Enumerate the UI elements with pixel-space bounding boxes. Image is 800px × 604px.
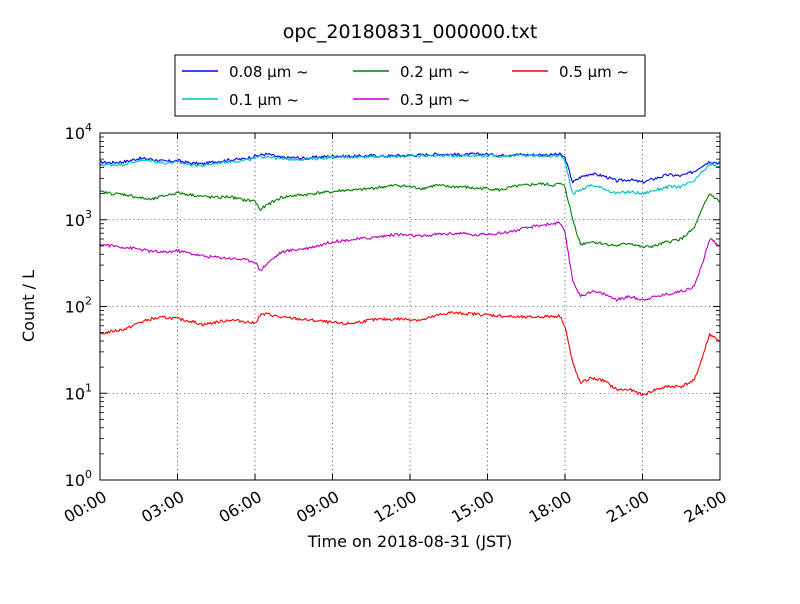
legend-label: 0.1 μm ~ [229,91,299,109]
y-tick-base: 10 [65,471,85,490]
chart-title: opc_20180831_000000.txt [283,21,538,43]
legend-label: 0.08 μm ~ [229,63,309,81]
legend-label: 0.2 μm ~ [400,63,470,81]
legend-label: 0.3 μm ~ [400,91,470,109]
y-tick-base: 10 [65,298,85,317]
series-line [99,311,721,397]
y-tick-exponent: 3 [85,208,92,221]
y-axis-label: Count / L [19,270,38,342]
y-tick-label: 104 [65,121,92,143]
series-line [99,153,721,195]
y-tick-exponent: 4 [85,121,92,134]
y-tick-label: 102 [65,295,92,317]
y-tick-exponent: 2 [85,295,92,308]
series-line [99,182,721,249]
grid-lines [100,133,720,480]
x-axis-label: Time on 2018-08-31 (JST) [307,532,512,551]
y-tick-label: 101 [65,381,92,403]
legend: 0.08 μm ~ 0.1 μm ~ 0.2 μm ~ 0.3 μm ~ 0.5 μm … [174,54,646,117]
y-tick-base: 10 [65,211,85,230]
legend-box [174,54,646,117]
series-lines [99,152,721,397]
y-tick-base: 10 [65,124,85,143]
legend-label: 0.5 μm ~ [559,63,629,81]
y-tick-base: 10 [65,384,85,403]
y-tick-exponent: 1 [85,381,92,394]
y-tick-exponent: 0 [85,468,92,481]
y-tick-label: 103 [65,208,92,230]
y-tick-label: 100 [65,468,92,490]
series-line [99,221,721,302]
